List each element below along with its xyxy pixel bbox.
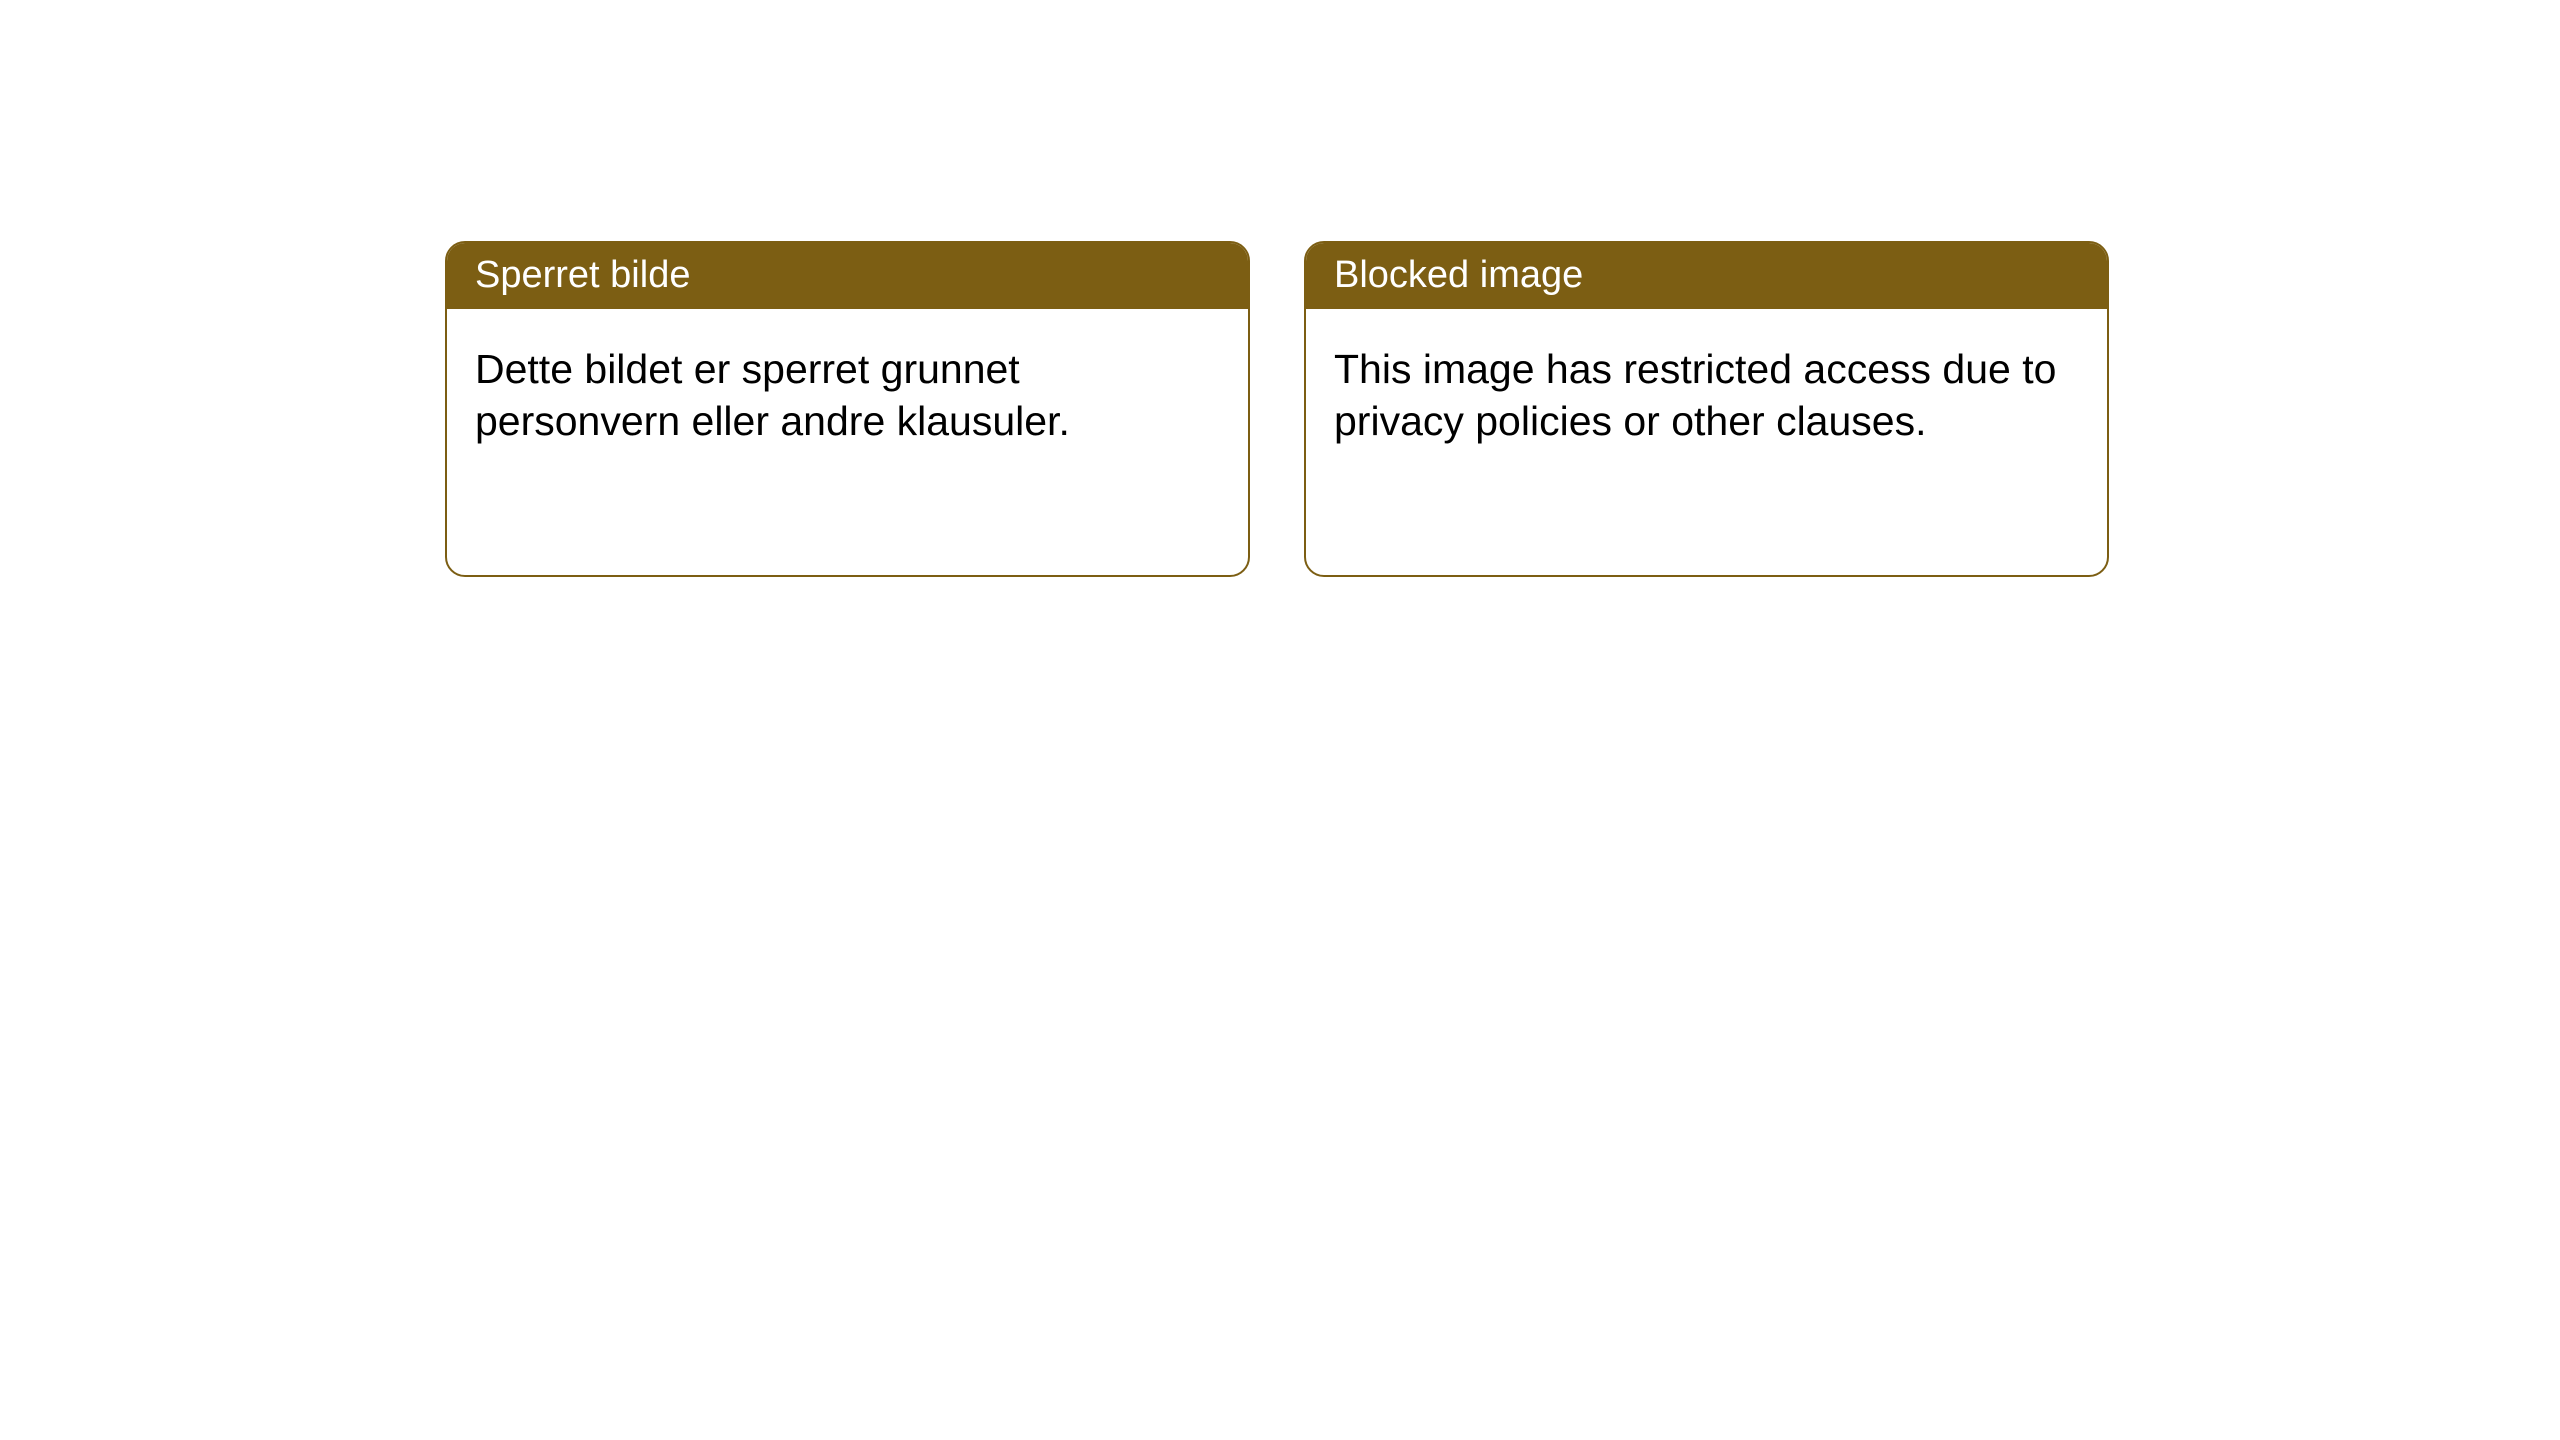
notice-header: Sperret bilde xyxy=(447,243,1248,309)
notice-body: Dette bildet er sperret grunnet personve… xyxy=(447,309,1248,482)
notice-card-english: Blocked image This image has restricted … xyxy=(1304,241,2109,577)
notice-header: Blocked image xyxy=(1306,243,2107,309)
notice-container: Sperret bilde Dette bildet er sperret gr… xyxy=(0,0,2560,577)
notice-body: This image has restricted access due to … xyxy=(1306,309,2107,482)
notice-card-norwegian: Sperret bilde Dette bildet er sperret gr… xyxy=(445,241,1250,577)
